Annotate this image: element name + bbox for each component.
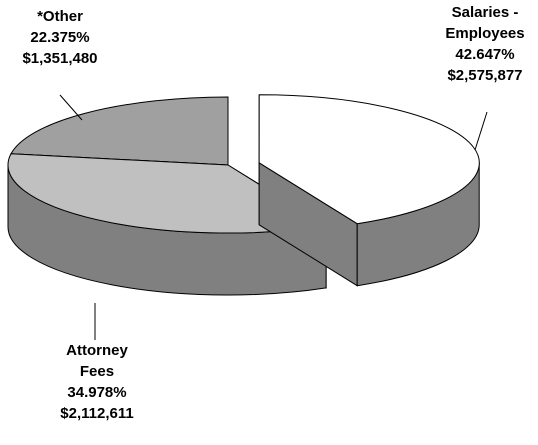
percent-label: 34.978% — [67, 384, 127, 401]
slice-label: Salaries - Employees 42.647% $2,575,877 — [430, 2, 538, 86]
percent-label: 22.375% — [30, 29, 90, 46]
amount-label: $1,351,480 — [22, 50, 98, 67]
slice-top — [7, 153, 328, 234]
category-label: *Other — [37, 8, 83, 25]
slice-label: *Other 22.375% $1,351,480 — [5, 6, 115, 69]
percent-label: 42.647% — [455, 46, 515, 63]
amount-label: $2,575,877 — [447, 67, 523, 84]
leader-line — [59, 94, 83, 121]
category-label: Salaries - Employees — [445, 4, 525, 42]
slice-top — [10, 96, 229, 166]
amount-label: $2,112,611 — [60, 405, 134, 422]
category-label: Attorney Fees — [66, 342, 128, 380]
leader-line — [474, 111, 488, 151]
slice — [258, 94, 480, 287]
slice-top — [258, 94, 480, 225]
slice-label: Attorney Fees 34.978% $2,112,611 — [52, 340, 142, 424]
